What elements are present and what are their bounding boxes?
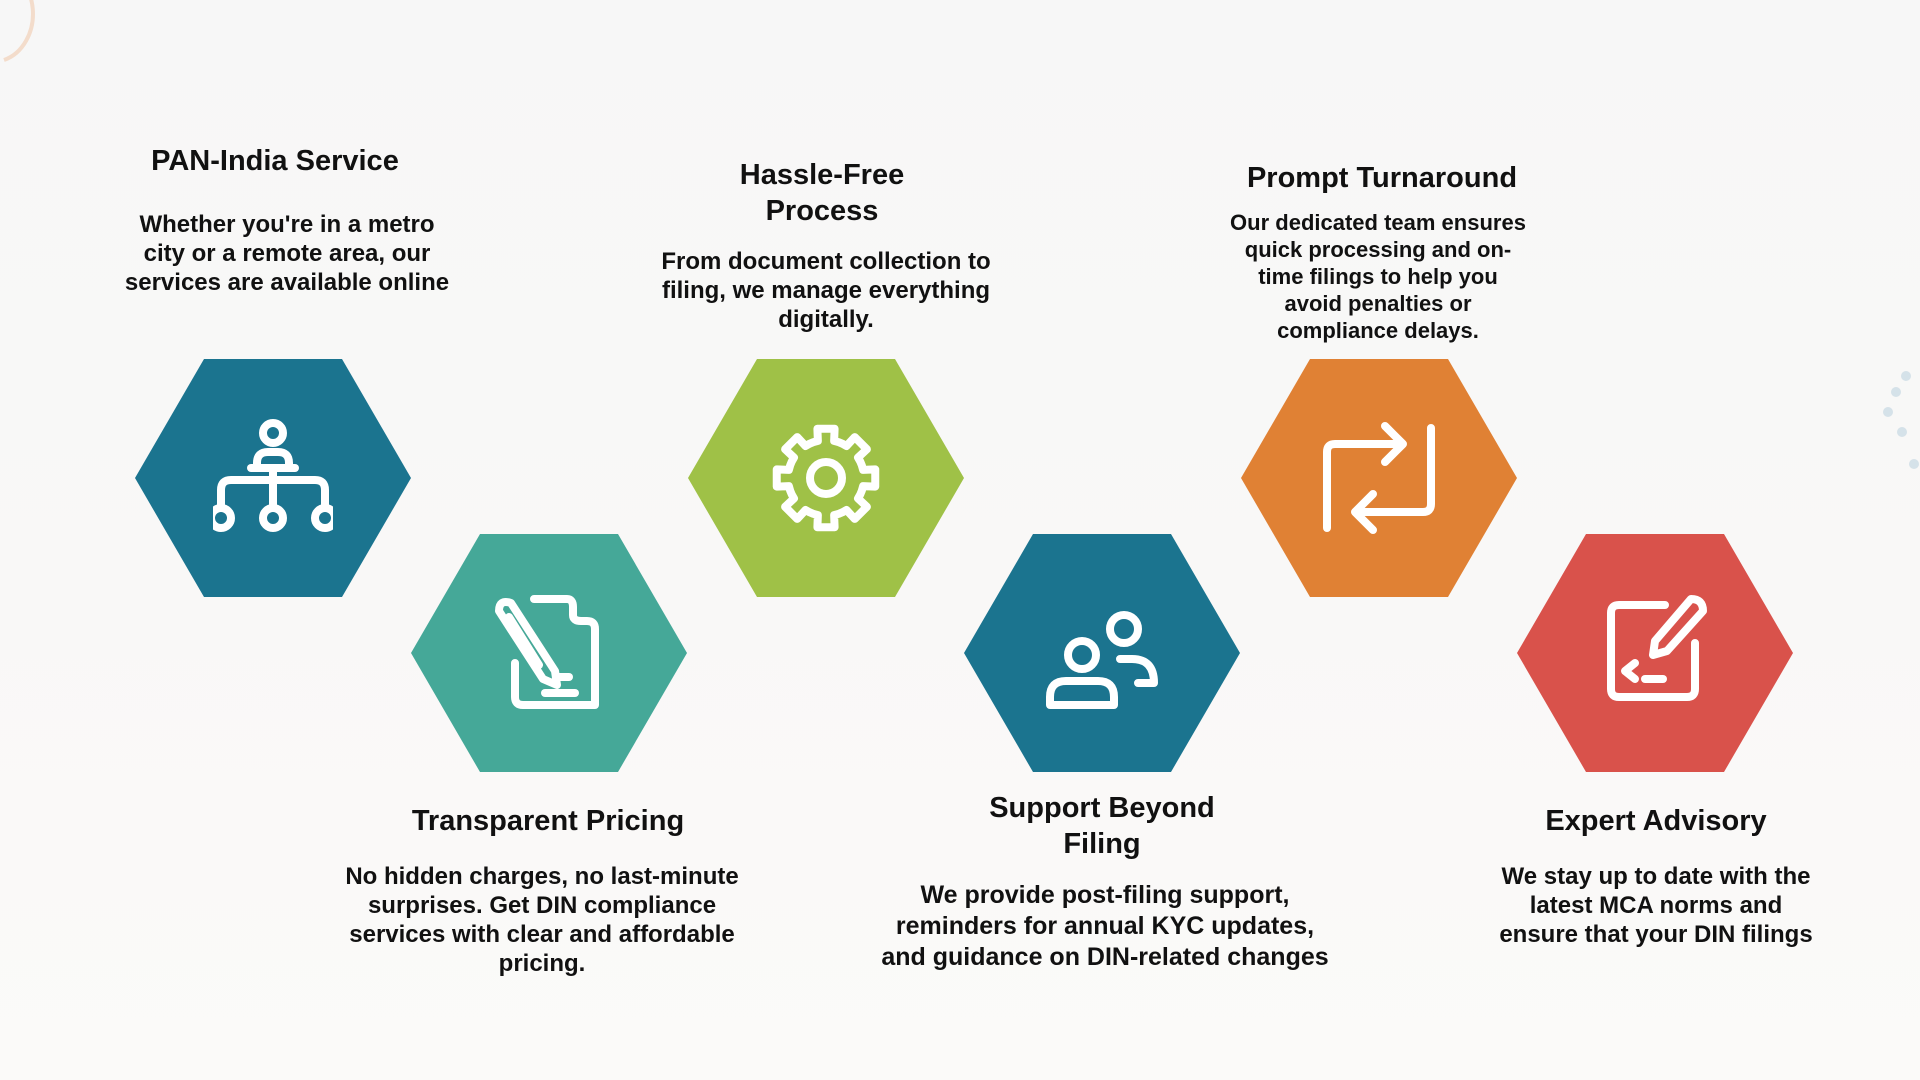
feature-desc-pan-india-service: Whether you're in a metro city or a remo… <box>124 211 450 296</box>
hexagon-expert-advisory <box>1517 534 1793 772</box>
feature-desc-support-beyond-filing: We provide post-filing support, reminder… <box>881 881 1329 971</box>
repeat-arrows-icon <box>1323 422 1435 534</box>
feature-title-expert-advisory: Expert Advisory <box>1545 805 1767 837</box>
edit-square-icon <box>1607 595 1707 701</box>
hexagon-pan-india-service <box>135 359 411 597</box>
feature-desc-prompt-turnaround: Our dedicated team ensures quick process… <box>1230 210 1526 343</box>
hexagon-shape <box>688 359 964 597</box>
hexagon-shape <box>411 534 687 772</box>
decorative-dots-icon <box>1883 371 1919 469</box>
decorative-arc-icon <box>3 0 35 62</box>
feature-title-hassle-free-process: Hassle-Free Process <box>739 159 905 227</box>
gear-icon <box>772 424 880 532</box>
feature-title-support-beyond-filing: Support Beyond Filing <box>989 792 1215 860</box>
hexagon-shape <box>1241 359 1517 597</box>
feature-title-pan-india-service: PAN-India Service <box>151 145 399 177</box>
hierarchy-icon <box>213 419 333 532</box>
feature-title-transparent-pricing: Transparent Pricing <box>411 805 685 837</box>
document-edit-icon <box>495 595 599 709</box>
feature-desc-hassle-free-process: From document collection to filing, we m… <box>661 248 991 333</box>
hexagon-shape <box>964 534 1240 772</box>
hexagon-prompt-turnaround <box>1241 359 1517 597</box>
feature-title-prompt-turnaround: Prompt Turnaround <box>1246 162 1518 194</box>
hexagon-support-beyond-filing <box>964 534 1240 772</box>
feature-desc-expert-advisory: We stay up to date with the latest MCA n… <box>1499 863 1813 948</box>
users-icon <box>1046 611 1158 709</box>
hexagon-hassle-free-process <box>688 359 964 597</box>
feature-desc-transparent-pricing: No hidden charges, no last-minute surpri… <box>345 863 739 977</box>
hexagon-transparent-pricing <box>411 534 687 772</box>
